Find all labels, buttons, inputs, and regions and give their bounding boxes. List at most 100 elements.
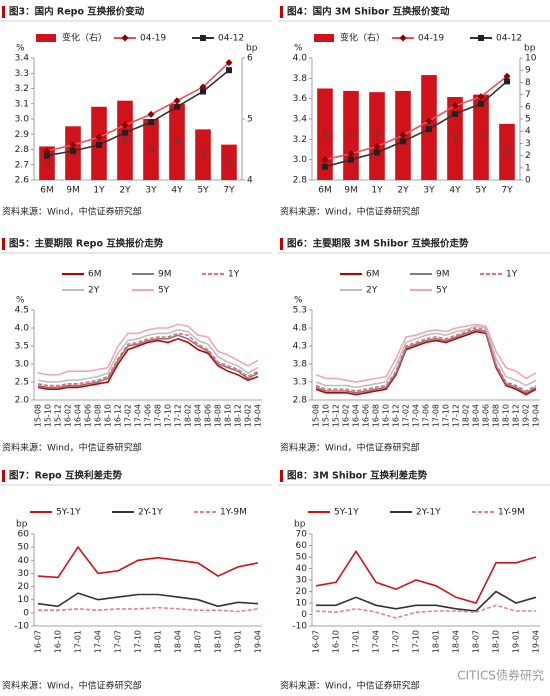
y2-tick-label: 7 xyxy=(525,90,531,100)
x-tick-label: 18-12 xyxy=(512,404,521,427)
legend-marker xyxy=(399,34,407,42)
y-tick-label: 10 xyxy=(296,599,308,609)
x-tick-label: 9M xyxy=(66,186,80,196)
y-tick-label: 3.3 xyxy=(293,378,307,388)
y-tick-label: 3.0 xyxy=(293,155,308,165)
x-tick-label: 17-01 xyxy=(74,630,83,653)
series-line xyxy=(315,327,537,392)
bar-value-label: 5 xyxy=(44,159,50,169)
bar xyxy=(447,97,463,180)
series-line xyxy=(315,604,536,619)
x-tick-label: 3Y xyxy=(145,186,157,196)
y-tick-label: -10 xyxy=(14,622,29,632)
line-marker xyxy=(148,119,154,126)
source-note: 资料来源：Wind，中信证券研究部 xyxy=(2,680,142,692)
x-tick-label: 18-07 xyxy=(472,630,481,653)
legend-label: 5Y-1Y xyxy=(56,508,81,518)
legend-label: 1Y-9M xyxy=(498,508,525,518)
x-tick-label: 16-12 xyxy=(392,404,401,427)
x-tick-label: 19-02 xyxy=(522,404,531,427)
line-marker xyxy=(70,148,76,155)
legend-marker xyxy=(121,34,129,42)
y-tick-label: 40 xyxy=(296,564,308,574)
x-tick-label: 18-08 xyxy=(492,404,501,427)
x-tick-label: 2Y xyxy=(119,186,131,196)
chart-title: 图7：Repo 互换利差走势 xyxy=(9,470,123,482)
bar xyxy=(343,90,359,180)
x-tick-label: 9M xyxy=(344,186,358,196)
line-marker xyxy=(95,133,103,141)
series-line xyxy=(315,549,537,604)
bar xyxy=(221,144,237,180)
y2-tick-label: 9 xyxy=(525,66,531,76)
x-tick-label: 17-04 xyxy=(372,630,381,653)
bar xyxy=(169,103,185,180)
source-note: 资料来源：Wind，中信证券研究部 xyxy=(2,206,142,218)
y-tick-label: 2.8 xyxy=(293,176,308,186)
legend-label: 04-12 xyxy=(218,34,244,44)
x-tick-label: 6M xyxy=(40,186,54,196)
x-tick-label: 18-07 xyxy=(194,630,203,653)
x-tick-label: 6M xyxy=(318,186,332,196)
x-tick-label: 18-02 xyxy=(462,404,471,427)
series-line xyxy=(37,334,259,389)
x-tick-label: 19-01 xyxy=(234,630,243,653)
x-tick-label: 15-10 xyxy=(322,404,331,427)
x-tick-label: 16-02 xyxy=(64,404,73,427)
x-tick-label: 18-04 xyxy=(174,630,183,653)
y-axis-unit: % xyxy=(294,44,303,54)
x-tick-label: 17-06 xyxy=(422,404,431,427)
y-tick-label: 10 xyxy=(18,595,30,605)
series-line xyxy=(315,330,537,396)
legend-label: 2Y xyxy=(88,286,100,296)
line-marker xyxy=(225,59,233,67)
x-tick-label: 16-06 xyxy=(84,404,93,427)
line-marker xyxy=(348,156,354,163)
x-tick-label: 17-12 xyxy=(452,404,461,427)
line-marker xyxy=(478,100,484,107)
x-tick-label: 7Y xyxy=(501,186,513,196)
bar xyxy=(473,94,489,180)
y-tick-label: 2.0 xyxy=(15,396,30,406)
y-tick-label: 60 xyxy=(18,530,30,540)
x-tick-label: 18-04 xyxy=(472,404,481,427)
chart-title: 图5：主要期限 Repo 互换报价走势 xyxy=(9,238,164,250)
bar xyxy=(117,100,133,180)
y-axis-unit: % xyxy=(16,296,25,306)
legend-marker xyxy=(200,35,206,41)
bar-value-label: 7 xyxy=(478,133,484,143)
legend-label: 1Y xyxy=(228,270,240,280)
legend-label: 04-12 xyxy=(496,34,522,44)
chart-title: 图4：国内 3M Shibor 互换报价变动 xyxy=(287,6,450,18)
line-marker xyxy=(173,97,181,105)
x-tick-label: 17-10 xyxy=(164,404,173,427)
x-tick-label: 16-10 xyxy=(104,404,113,427)
legend-label: 9M xyxy=(436,270,450,280)
x-tick-label: 19-04 xyxy=(532,630,541,653)
y2-tick-label: 6 xyxy=(525,102,531,112)
line-marker xyxy=(451,102,459,110)
line-marker xyxy=(426,126,432,133)
bar-value-label: 5 xyxy=(200,150,206,160)
y2-tick-label: 0 xyxy=(525,176,531,186)
bar-value-label: 8 xyxy=(322,130,328,140)
bar-value-label: 5 xyxy=(122,136,128,146)
line-marker xyxy=(347,150,355,158)
y-tick-label: 4.5 xyxy=(15,306,29,316)
x-tick-label: 18-10 xyxy=(502,404,511,427)
y2-tick-label: 5 xyxy=(247,115,253,125)
y2-tick-label: 1 xyxy=(525,163,531,173)
bar xyxy=(317,88,333,180)
legend-label: 5Y-1Y xyxy=(334,508,359,518)
y2-tick-label: 4 xyxy=(247,176,253,186)
line-marker xyxy=(400,138,406,145)
x-tick-label: 16-04 xyxy=(352,404,361,427)
y-tick-label: 4.0 xyxy=(15,324,30,334)
legend-swatch xyxy=(36,34,56,42)
legend-swatch xyxy=(314,34,334,42)
legend-marker xyxy=(478,35,484,41)
y-tick-label: 3.2 xyxy=(15,84,29,94)
line-marker xyxy=(477,93,485,101)
y2-axis-unit: bp xyxy=(524,44,536,54)
legend-label: 2Y-1Y xyxy=(138,508,163,518)
